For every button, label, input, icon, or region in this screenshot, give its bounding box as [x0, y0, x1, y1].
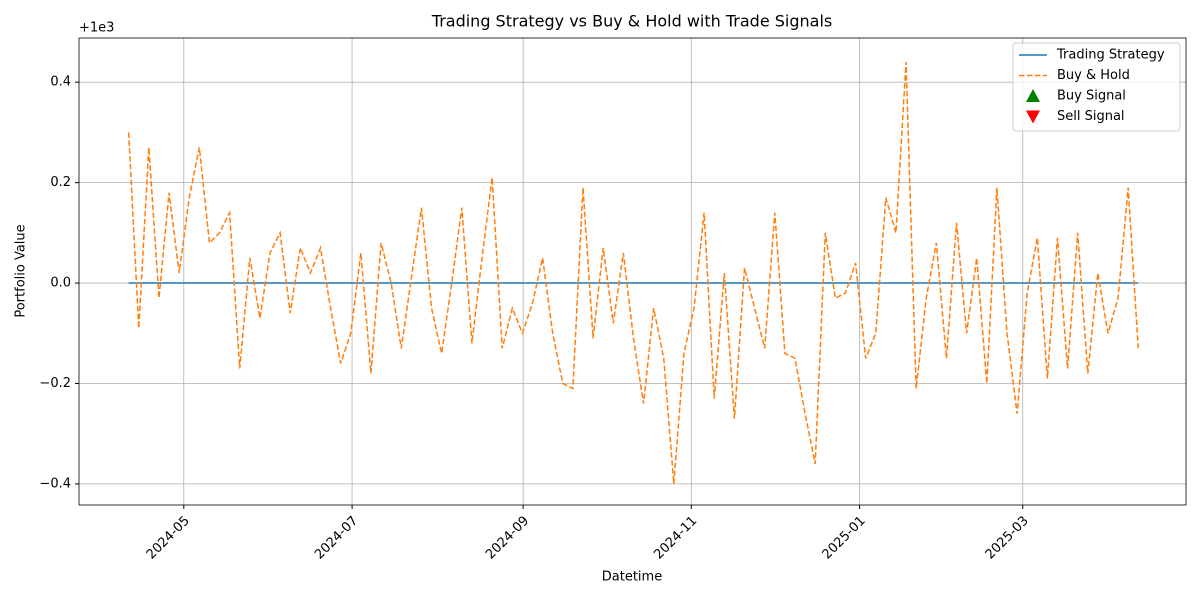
legend-marker: [1026, 110, 1040, 124]
plot-frame: [78, 37, 1187, 506]
x-tick-label: 2025-03: [983, 513, 1032, 562]
y-tick-label: 0.0: [50, 276, 71, 291]
x-tick-label: 2024-09: [483, 513, 532, 562]
legend-label: Sell Signal: [1057, 109, 1125, 124]
legend-marker: [1026, 89, 1040, 102]
y-tick-label: 0.4: [50, 75, 71, 90]
x-axis-label: Datetime: [602, 570, 662, 585]
y-tick-label: −0.2: [39, 376, 71, 391]
legend-label: Buy Signal: [1057, 89, 1126, 104]
legend-box: [1012, 42, 1181, 132]
y-tick-label: 0.2: [50, 175, 71, 190]
series-line: [127, 62, 1139, 484]
x-tick-label: 2025-01: [820, 513, 869, 562]
x-tick-label: 2024-11: [651, 513, 700, 562]
y-axis-label: Portfolio Value: [14, 224, 29, 317]
legend-label: Trading Strategy: [1056, 48, 1165, 63]
x-tick-label: 2024-07: [312, 513, 361, 562]
chart-title: Trading Strategy vs Buy & Hold with Trad…: [431, 12, 832, 31]
y-tick-label: −0.4: [39, 476, 71, 491]
y-offset-label: +1e3: [79, 21, 114, 36]
legend-label: Buy & Hold: [1057, 68, 1130, 83]
x-tick-label: 2024-05: [144, 513, 193, 562]
